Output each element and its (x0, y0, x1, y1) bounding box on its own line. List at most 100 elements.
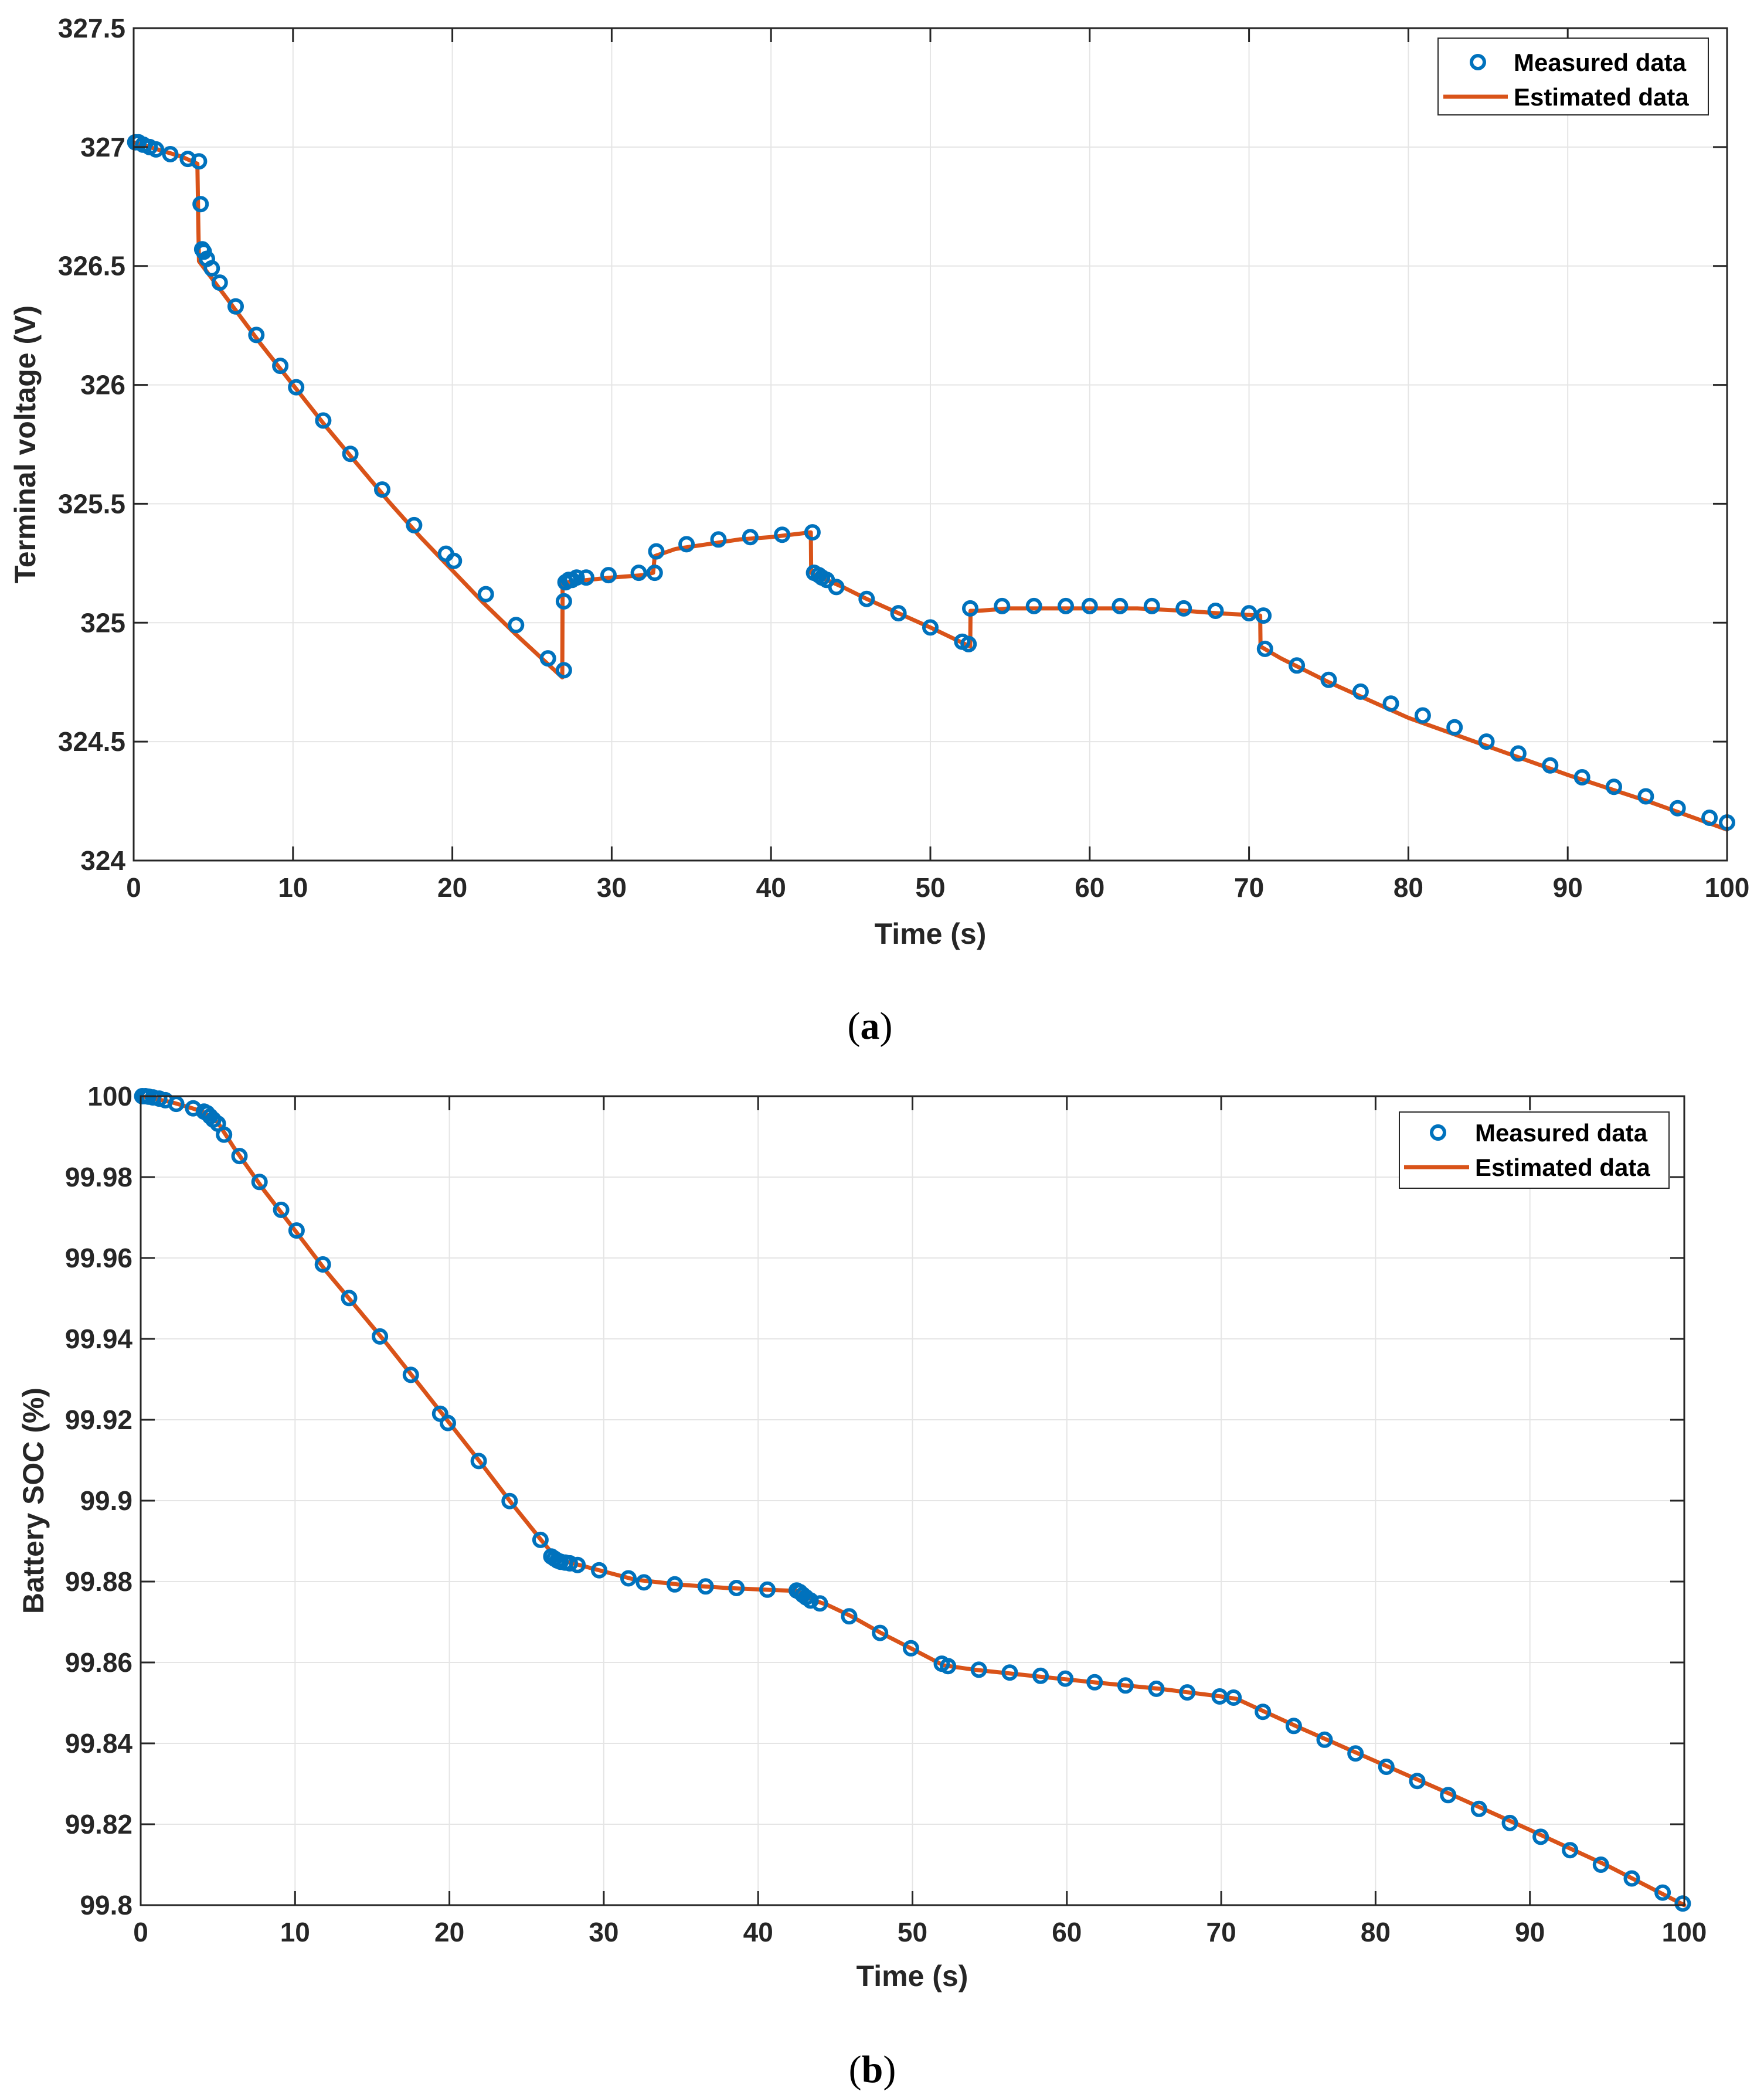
measured-data-point (372, 1328, 389, 1345)
measured-data-point (1112, 597, 1129, 614)
measured-data-point (630, 565, 647, 582)
measured-data-point (1143, 597, 1160, 614)
measured-data-point (501, 1492, 518, 1509)
x-tick-label: 40 (743, 1917, 773, 1947)
measured-data-point (1117, 1677, 1134, 1694)
measured-data-point (1289, 657, 1306, 674)
caption-a: (a) (848, 1005, 893, 1048)
measured-data-point (710, 531, 727, 548)
x-ticks-b: 0 10 20 30 40 50 60 70 80 90 100 (133, 1096, 1707, 1947)
y-tick-label: 325.5 (58, 488, 125, 519)
measured-data-point (477, 586, 494, 603)
y-tick-label: 99.88 (65, 1566, 132, 1597)
x-tick-label: 80 (1361, 1917, 1391, 1947)
legend-box-a (1437, 38, 1709, 115)
measured-data-point (1032, 1667, 1049, 1684)
measured-data-point (211, 274, 228, 291)
measured-data-point (1148, 1680, 1165, 1697)
measured-data-point (1478, 733, 1495, 750)
measured-data-point (162, 146, 179, 162)
measured-data-point (1654, 1884, 1671, 1901)
legend-box-b (1399, 1111, 1670, 1189)
x-tick-label: 30 (597, 872, 627, 903)
measured-data-point (600, 567, 617, 584)
measured-data-point (1446, 719, 1463, 736)
caption-b: (b) (849, 2048, 896, 2091)
measured-data-point (1352, 683, 1369, 700)
x-tick-label: 70 (1234, 872, 1264, 903)
measured-data-point (802, 1592, 819, 1609)
x-tick-label: 90 (1553, 872, 1583, 903)
measured-data-point (1256, 640, 1273, 657)
x-tick-label: 20 (437, 872, 467, 903)
measured-data-point (577, 569, 594, 586)
measured-data-point (994, 597, 1011, 614)
measured-data-point (532, 1531, 549, 1548)
legend-marker-circle-b (1430, 1124, 1446, 1141)
measured-data-point (569, 1556, 586, 1573)
x-tick-label: 40 (756, 872, 786, 903)
measured-data-point (431, 1405, 448, 1422)
y-ticks-a: 324 324.5 325 325.5 326 326.5 327 327.5 (58, 13, 1727, 876)
measured-data-point (1510, 745, 1527, 762)
measured-data-point (168, 1096, 185, 1113)
measured-data-point (203, 260, 220, 277)
y-tick-label: 99.96 (65, 1243, 132, 1273)
x-tick-label: 60 (1052, 1917, 1082, 1947)
measured-data-point (231, 1148, 248, 1165)
measured-data-point (620, 1570, 637, 1587)
y-tick-label: 327.5 (58, 13, 125, 43)
measured-data-point (1285, 1718, 1302, 1735)
measured-data-point (1025, 597, 1042, 614)
measured-data-point (216, 1126, 233, 1143)
measured-data-point (148, 141, 165, 158)
x-axis-label-b: Time (s) (856, 1960, 968, 1992)
measured-data-point (192, 196, 209, 213)
y-tick-label: 324.5 (58, 726, 125, 757)
measured-data-point (248, 327, 265, 344)
measured-data-point (470, 1453, 487, 1470)
x-tick-label: 70 (1206, 1917, 1236, 1947)
measured-data-point (804, 524, 821, 541)
measured-data-point (1225, 1689, 1242, 1706)
measured-data-point (1320, 671, 1337, 688)
measured-data-point (1001, 1664, 1018, 1681)
measured-data-point (646, 565, 663, 582)
measured-data-point (227, 298, 244, 315)
measured-data-point (1542, 757, 1559, 774)
measured-data-point (1255, 607, 1272, 624)
measured-data-point (728, 1580, 745, 1596)
measured-data-point (1669, 800, 1686, 817)
measured-markers-b (134, 1088, 1691, 1912)
measured-data-point (872, 1624, 889, 1641)
measured-data-point (940, 1658, 957, 1675)
legend-entry-estimated-b: Estimated data (1475, 1154, 1650, 1181)
measured-data-point (1347, 1745, 1364, 1762)
x-tick-label: 10 (278, 872, 308, 903)
x-tick-label: 0 (133, 1917, 148, 1947)
measured-data-point (1086, 1674, 1103, 1691)
measured-data-point (555, 662, 572, 679)
measured-data-point (1573, 769, 1590, 786)
y-tick-label: 324 (80, 845, 125, 876)
measured-data-point (667, 1576, 683, 1593)
measured-data-point (446, 552, 463, 569)
measured-data-point (678, 536, 695, 553)
y-tick-label: 99.98 (65, 1162, 132, 1192)
measured-data-point (1179, 1684, 1196, 1701)
measured-data-point (841, 1608, 858, 1625)
measured-data-point (960, 635, 977, 652)
measured-data-point (1470, 1800, 1487, 1817)
y-tick-label: 99.92 (65, 1405, 132, 1435)
measured-data-point (341, 1290, 358, 1307)
measured-data-point (811, 1595, 828, 1612)
y-tick-label: 99.84 (65, 1728, 133, 1759)
measured-data-point (1532, 1828, 1549, 1845)
measured-data-point (970, 1661, 987, 1678)
measured-data-point (635, 1574, 652, 1591)
y-tick-label: 99.94 (65, 1324, 133, 1354)
measured-data-point (342, 446, 359, 463)
measured-data-point (555, 593, 572, 610)
y-tick-label: 326.5 (58, 251, 125, 281)
measured-data-point (440, 1414, 456, 1431)
